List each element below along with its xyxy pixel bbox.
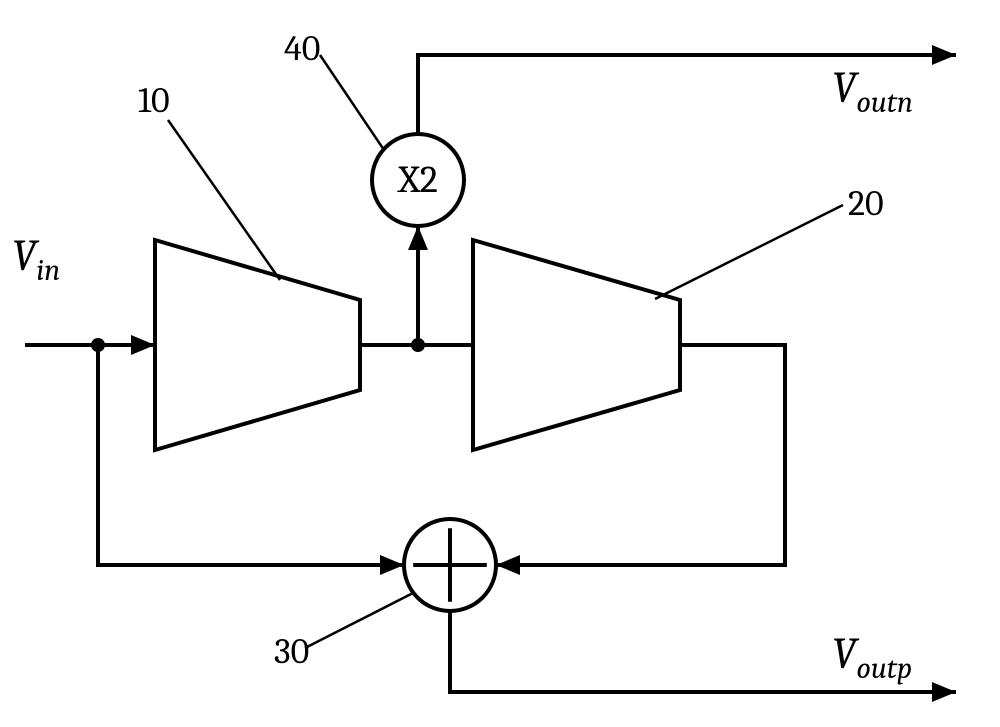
amp-2 — [473, 240, 680, 450]
multiplier-ref: 40 — [284, 28, 320, 69]
arrowhead — [496, 555, 520, 575]
voutn-label: Voutn — [832, 62, 913, 120]
arrowhead — [408, 226, 428, 250]
block-diagram: X2 10 20 30 40 Vin Voutn Voutp — [0, 0, 1000, 727]
amp-2-ref: 20 — [848, 183, 884, 224]
amp-2-leader — [655, 205, 843, 299]
amp-1 — [155, 240, 360, 450]
voutp-label: Voutp — [832, 628, 912, 686]
multiplier-label: X2 — [397, 158, 438, 202]
amp-1-ref: 10 — [138, 80, 170, 121]
multiplier-leader — [320, 55, 384, 150]
junction-n_in — [91, 338, 105, 352]
arrowhead — [131, 335, 155, 355]
summer-leader — [305, 593, 413, 648]
junction-n_mid — [411, 338, 425, 352]
arrowhead — [932, 682, 956, 702]
vin-label: Vin — [12, 230, 60, 288]
summer-ref: 30 — [274, 631, 309, 672]
arrowhead — [380, 555, 404, 575]
arrowhead — [932, 45, 956, 65]
